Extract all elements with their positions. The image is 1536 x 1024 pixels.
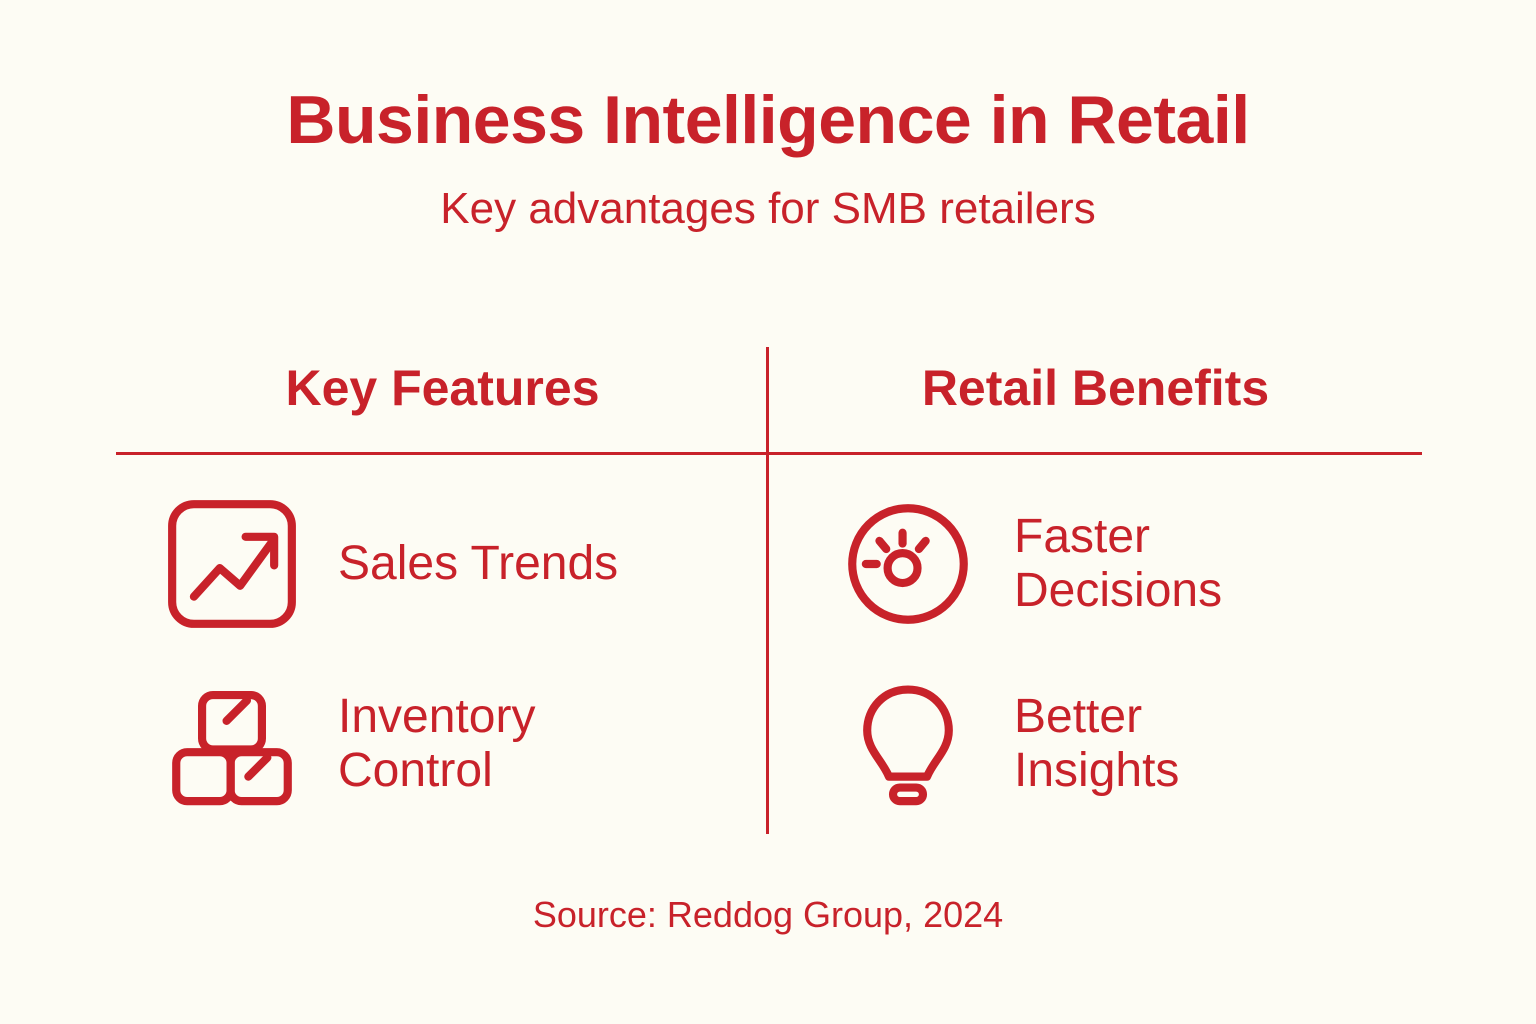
- horizontal-divider: [116, 452, 1422, 455]
- column-key-features: Sales Trends Inventory Control: [116, 490, 746, 818]
- stacked-boxes-icon: [158, 670, 306, 818]
- column-heading-key-features: Key Features: [285, 360, 600, 416]
- list-item: Inventory Control: [158, 670, 746, 818]
- header: Business Intelligence in Retail Key adva…: [0, 86, 1536, 231]
- page-subtitle: Key advantages for SMB retailers: [440, 184, 1096, 233]
- trending-up-chart-icon: [158, 490, 306, 638]
- column-headings: Key Features Retail Benefits: [116, 363, 1422, 413]
- columns-container: Sales Trends Inventory Control: [116, 490, 1422, 818]
- item-label: Better Insights: [1014, 689, 1180, 797]
- list-item: Better Insights: [834, 670, 1422, 818]
- source-attribution: Source: Reddog Group, 2024: [532, 894, 1004, 935]
- lightbulb-icon: [834, 670, 982, 818]
- list-item: Sales Trends: [158, 490, 746, 638]
- vertical-divider: [766, 347, 769, 834]
- gauge-speedometer-icon: [834, 490, 982, 638]
- list-item: Faster Decisions: [834, 490, 1422, 638]
- column-retail-benefits: Faster Decisions Better Insights: [746, 490, 1422, 818]
- item-label: Faster Decisions: [1014, 509, 1223, 617]
- page-title: Business Intelligence in Retail: [286, 82, 1250, 158]
- column-heading-retail-benefits: Retail Benefits: [921, 360, 1270, 416]
- item-label: Inventory Control: [338, 689, 536, 797]
- item-label: Sales Trends: [338, 536, 619, 590]
